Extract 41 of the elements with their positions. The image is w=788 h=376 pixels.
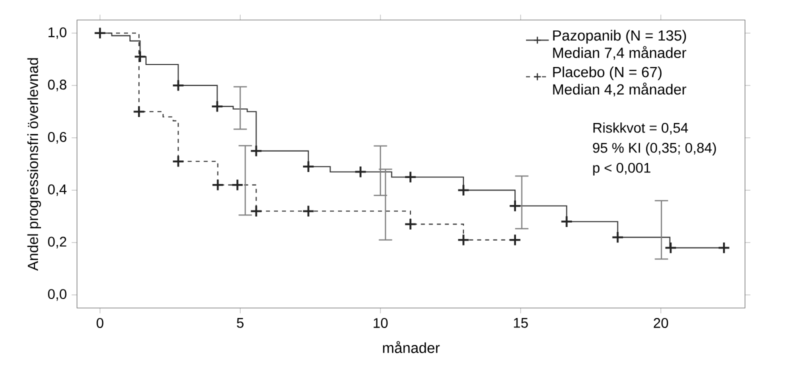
y-tick-label: 0,2 xyxy=(48,236,66,248)
point xyxy=(134,50,146,63)
point xyxy=(508,234,522,246)
point xyxy=(172,155,185,168)
x-tick-label: 5 xyxy=(236,318,244,328)
y-tick-label: 1,0 xyxy=(48,27,66,39)
legend-label: Placebo (N = 67) Median 4,2 månader xyxy=(553,66,686,96)
point xyxy=(94,26,106,40)
point xyxy=(231,178,244,192)
point xyxy=(664,242,677,254)
point xyxy=(457,184,470,196)
x-axis-title: månader xyxy=(383,341,440,354)
point xyxy=(172,79,185,92)
point xyxy=(404,170,417,184)
point xyxy=(354,166,367,178)
point xyxy=(132,105,146,118)
y-tick-label: 0,6 xyxy=(48,132,66,144)
point xyxy=(250,144,262,158)
y-axis-title: Andel progressionsfri överlevnad xyxy=(27,58,41,271)
y-tick-label: 0,4 xyxy=(48,184,67,196)
x-tick-label: 20 xyxy=(654,318,668,328)
point xyxy=(302,204,315,218)
point xyxy=(250,204,262,218)
point xyxy=(302,160,315,173)
y-tick-label: 0,0 xyxy=(48,289,66,301)
x-tick-label: 0 xyxy=(96,318,104,328)
point xyxy=(560,215,573,228)
y-tick-label: 0,8 xyxy=(48,80,66,92)
point xyxy=(508,200,522,212)
point xyxy=(457,234,470,246)
point xyxy=(718,242,730,254)
legend-label: Pazopanib (N = 135) Median 7,4 månader xyxy=(553,30,686,60)
point xyxy=(404,218,417,230)
annotation: p < 0,001 xyxy=(593,162,650,176)
annotation: Riskkvot = 0,54 xyxy=(593,122,688,134)
point xyxy=(210,100,224,113)
point xyxy=(212,178,224,192)
point xyxy=(611,231,624,244)
x-tick-label: 15 xyxy=(514,318,528,328)
annotation: 95 % KI (0,35; 0,84) xyxy=(592,142,716,156)
x-tick-label: 10 xyxy=(374,318,388,328)
